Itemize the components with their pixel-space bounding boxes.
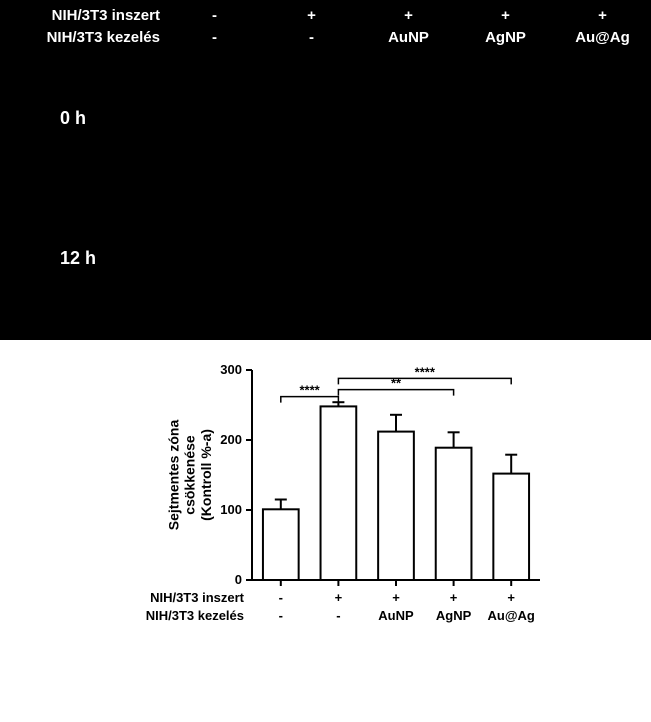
svg-text:AuNP: AuNP xyxy=(378,608,414,623)
header-cell: - xyxy=(263,29,360,46)
svg-text:AgNP: AgNP xyxy=(436,608,472,623)
header-cell: + xyxy=(263,7,360,24)
svg-text:100: 100 xyxy=(220,502,242,517)
time-label-0h: 0 h xyxy=(60,108,86,129)
svg-text:+: + xyxy=(507,590,515,605)
svg-text:Au@Ag: Au@Ag xyxy=(488,608,535,623)
header-cell: + xyxy=(360,7,457,24)
svg-text:NIH/3T3 kezelés: NIH/3T3 kezelés xyxy=(146,608,244,623)
svg-text:-: - xyxy=(279,608,283,623)
header-row-inszert: NIH/3T3 inszert - + + + + xyxy=(0,4,651,26)
header-row-kezeles: NIH/3T3 kezelés - - AuNP AgNP Au@Ag xyxy=(0,26,651,48)
svg-text:+: + xyxy=(450,590,458,605)
header-label-inszert: NIH/3T3 inszert xyxy=(0,7,166,24)
svg-text:0: 0 xyxy=(235,572,242,587)
header-cell: Au@Ag xyxy=(554,29,651,46)
condition-header: NIH/3T3 inszert - + + + + NIH/3T3 kezelé… xyxy=(0,4,651,48)
svg-text:-: - xyxy=(336,608,340,623)
header-cell: AuNP xyxy=(360,29,457,46)
bar-chart-svg: 0 100 200 300 Sejtmentes zónacsökkenése(Kont… xyxy=(140,360,640,720)
micrograph-panel: NIH/3T3 inszert - + + + + NIH/3T3 kezelé… xyxy=(0,0,651,340)
header-cell: - xyxy=(166,29,263,46)
svg-text:300: 300 xyxy=(220,362,242,377)
svg-text:+: + xyxy=(392,590,400,605)
header-cell: + xyxy=(554,7,651,24)
svg-text:****: **** xyxy=(415,364,436,379)
header-label-kezeles: NIH/3T3 kezelés xyxy=(0,29,166,46)
svg-text:NIH/3T3 inszert: NIH/3T3 inszert xyxy=(150,590,245,605)
time-label-12h: 12 h xyxy=(60,248,96,269)
svg-text:+: + xyxy=(335,590,343,605)
header-cell: - xyxy=(166,7,263,24)
bar-chart: 0 100 200 300 Sejtmentes zónacsökkenése(Kont… xyxy=(140,360,560,690)
svg-text:Sejtmentes zónacsökkenése(Kont: Sejtmentes zónacsökkenése(Kontroll %-a) xyxy=(166,420,214,531)
header-cell: AgNP xyxy=(457,29,554,46)
svg-text:200: 200 xyxy=(220,432,242,447)
svg-text:-: - xyxy=(279,590,283,605)
svg-text:****: **** xyxy=(299,383,320,398)
header-cell: + xyxy=(457,7,554,24)
